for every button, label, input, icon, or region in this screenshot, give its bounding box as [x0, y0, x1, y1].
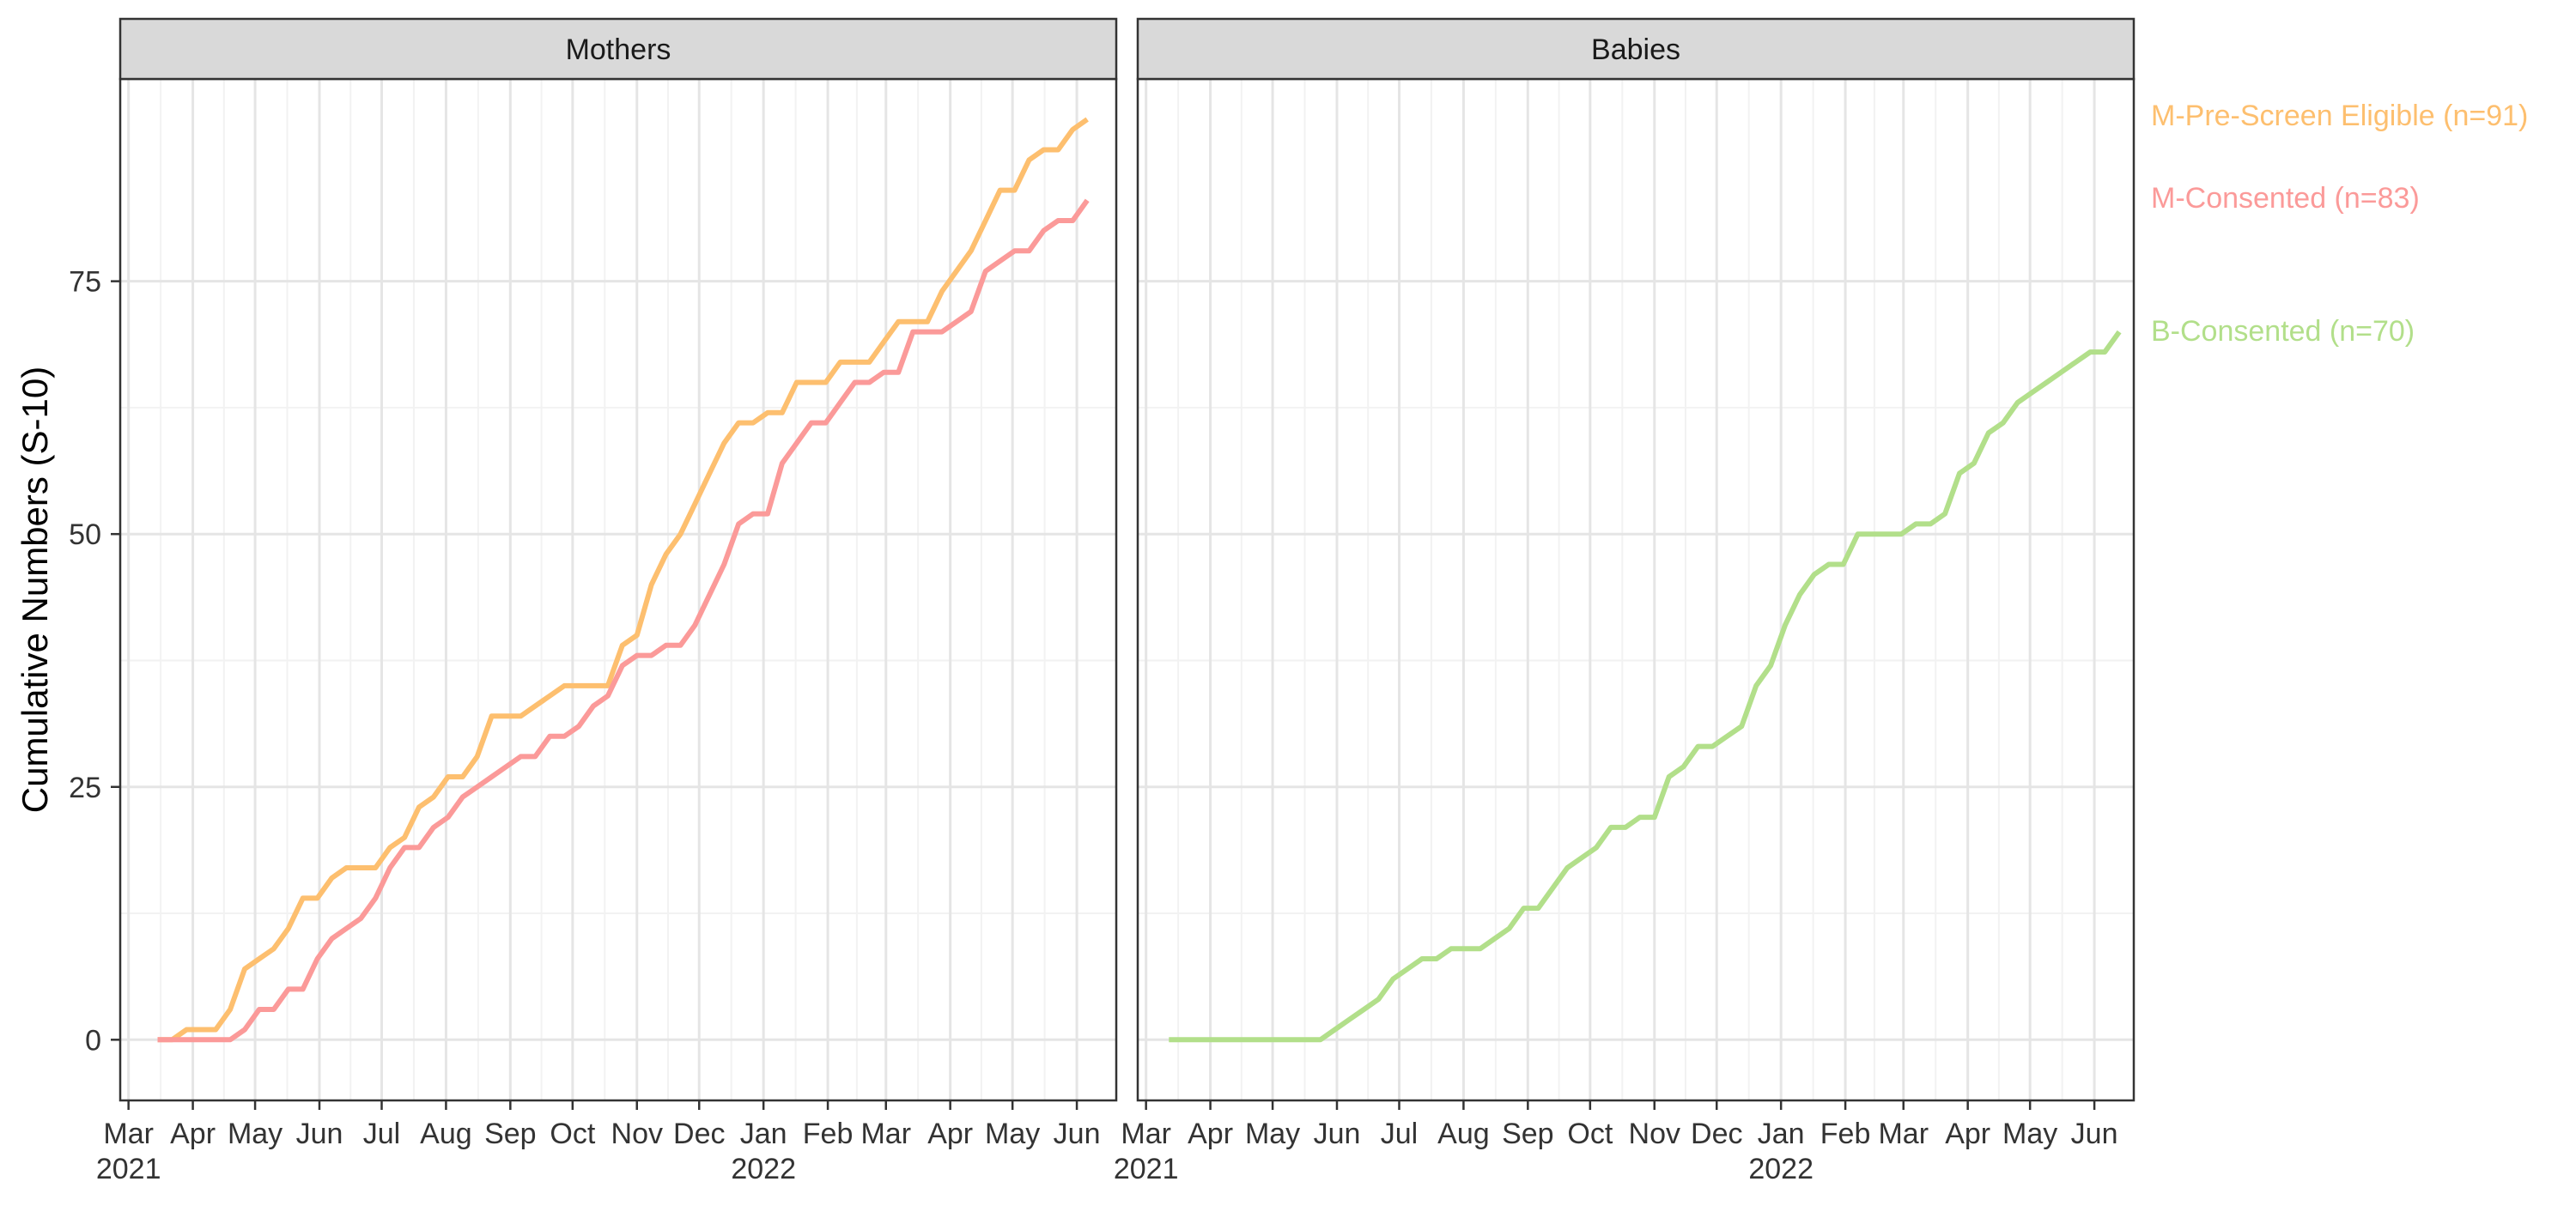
x-tick-label: Oct	[1567, 1118, 1613, 1150]
x-tick-label: Nov	[611, 1118, 663, 1150]
panel-strip-1	[118, 17, 1118, 81]
panel-background-2	[1138, 79, 2134, 1100]
legend-entry: M-Pre-Screen Eligible (n=91)	[2151, 100, 2528, 132]
x-tick-label: May	[228, 1118, 283, 1150]
x-tick-label: Dec	[673, 1118, 725, 1150]
x-tick-label: Oct	[550, 1118, 595, 1150]
x-tick-label: Jan	[740, 1118, 787, 1150]
x-tick-label: Mar	[1878, 1118, 1929, 1150]
x-tick-year-label: 2022	[1748, 1153, 1814, 1185]
x-tick-label: Jun	[1314, 1118, 1361, 1150]
x-tick-label: May	[2002, 1118, 2057, 1150]
x-tick-label: Jan	[1758, 1118, 1805, 1150]
x-tick-label: Apr	[1188, 1118, 1233, 1150]
x-tick-label: Jun	[2071, 1118, 2118, 1150]
y-tick-label: 75	[69, 266, 101, 299]
y-axis-title: Cumulative Numbers (S-10)	[15, 367, 55, 814]
x-tick-label: Jun	[296, 1118, 343, 1150]
y-tick-label: 50	[69, 518, 101, 551]
panel-background-1	[120, 79, 1116, 1100]
y-tick-label: 0	[85, 1024, 101, 1057]
x-tick-label: Aug	[420, 1118, 472, 1150]
x-tick-label: Mar	[860, 1118, 911, 1150]
x-tick-label: Jul	[1381, 1118, 1418, 1150]
x-tick-label: May	[985, 1118, 1040, 1150]
x-tick-label: Mar	[1121, 1118, 1171, 1150]
x-tick-year-label: 2022	[731, 1153, 796, 1185]
x-tick-label: Sep	[484, 1118, 537, 1150]
x-tick-label: Nov	[1629, 1118, 1680, 1150]
x-tick-label: Sep	[1502, 1118, 1554, 1150]
x-tick-label: Apr	[927, 1118, 973, 1150]
panel-title: Mothers	[566, 33, 671, 66]
x-tick-label: Mar	[103, 1118, 154, 1150]
x-tick-label: Jun	[1054, 1118, 1101, 1150]
x-tick-label: Dec	[1691, 1118, 1742, 1150]
panel-title: Babies	[1591, 33, 1680, 66]
x-tick-label: May	[1245, 1118, 1300, 1150]
series-line-m-pre-screen	[157, 117, 1089, 1043]
x-tick-label: Apr	[170, 1118, 216, 1150]
y-tick-label: 25	[69, 772, 101, 804]
panel-strip-2	[1136, 17, 2136, 81]
x-tick-label: Jul	[363, 1118, 400, 1150]
x-tick-year-label: 2021	[1114, 1153, 1179, 1185]
x-tick-label: Feb	[1820, 1118, 1871, 1150]
legend-entry: B-Consented (n=70)	[2151, 315, 2415, 348]
x-tick-label: Aug	[1437, 1118, 1490, 1150]
series-line-m-consented	[157, 198, 1090, 1043]
x-tick-label: Feb	[803, 1118, 854, 1150]
x-tick-year-label: 2021	[96, 1153, 161, 1185]
x-tick-label: Apr	[1945, 1118, 1990, 1150]
series-line-b-consented	[1169, 330, 2122, 1043]
legend-entry: M-Consented (n=83)	[2151, 182, 2420, 215]
